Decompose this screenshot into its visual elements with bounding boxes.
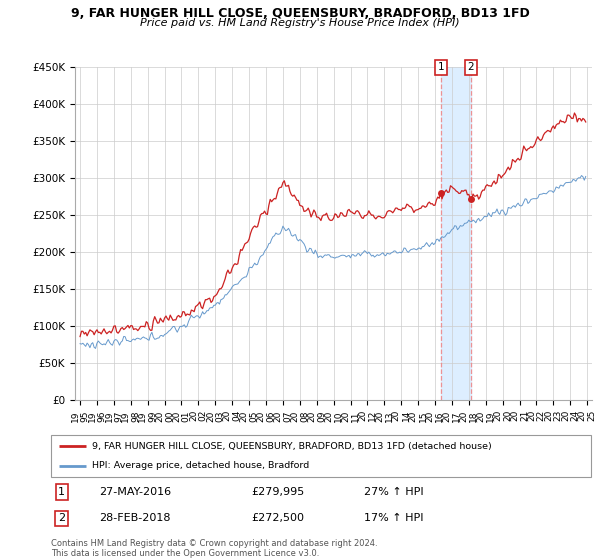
Text: £279,995: £279,995 [251, 487, 304, 497]
Text: £272,500: £272,500 [251, 514, 304, 524]
Text: Contains HM Land Registry data © Crown copyright and database right 2024.
This d: Contains HM Land Registry data © Crown c… [51, 539, 377, 558]
Text: 27% ↑ HPI: 27% ↑ HPI [364, 487, 424, 497]
Text: 9, FAR HUNGER HILL CLOSE, QUEENSBURY, BRADFORD, BD13 1FD (detached house): 9, FAR HUNGER HILL CLOSE, QUEENSBURY, BR… [91, 442, 491, 451]
FancyBboxPatch shape [51, 435, 591, 477]
Text: 2: 2 [58, 514, 65, 524]
Text: 1: 1 [438, 62, 445, 72]
Text: 1: 1 [58, 487, 65, 497]
Bar [442, 67, 471, 400]
Text: 28-FEB-2018: 28-FEB-2018 [100, 514, 171, 524]
Text: 2: 2 [467, 62, 474, 72]
Text: 17% ↑ HPI: 17% ↑ HPI [364, 514, 424, 524]
Text: 27-MAY-2016: 27-MAY-2016 [100, 487, 172, 497]
Text: HPI: Average price, detached house, Bradford: HPI: Average price, detached house, Brad… [91, 461, 309, 470]
Text: 9, FAR HUNGER HILL CLOSE, QUEENSBURY, BRADFORD, BD13 1FD: 9, FAR HUNGER HILL CLOSE, QUEENSBURY, BR… [71, 7, 529, 20]
Text: Price paid vs. HM Land Registry's House Price Index (HPI): Price paid vs. HM Land Registry's House … [140, 18, 460, 28]
